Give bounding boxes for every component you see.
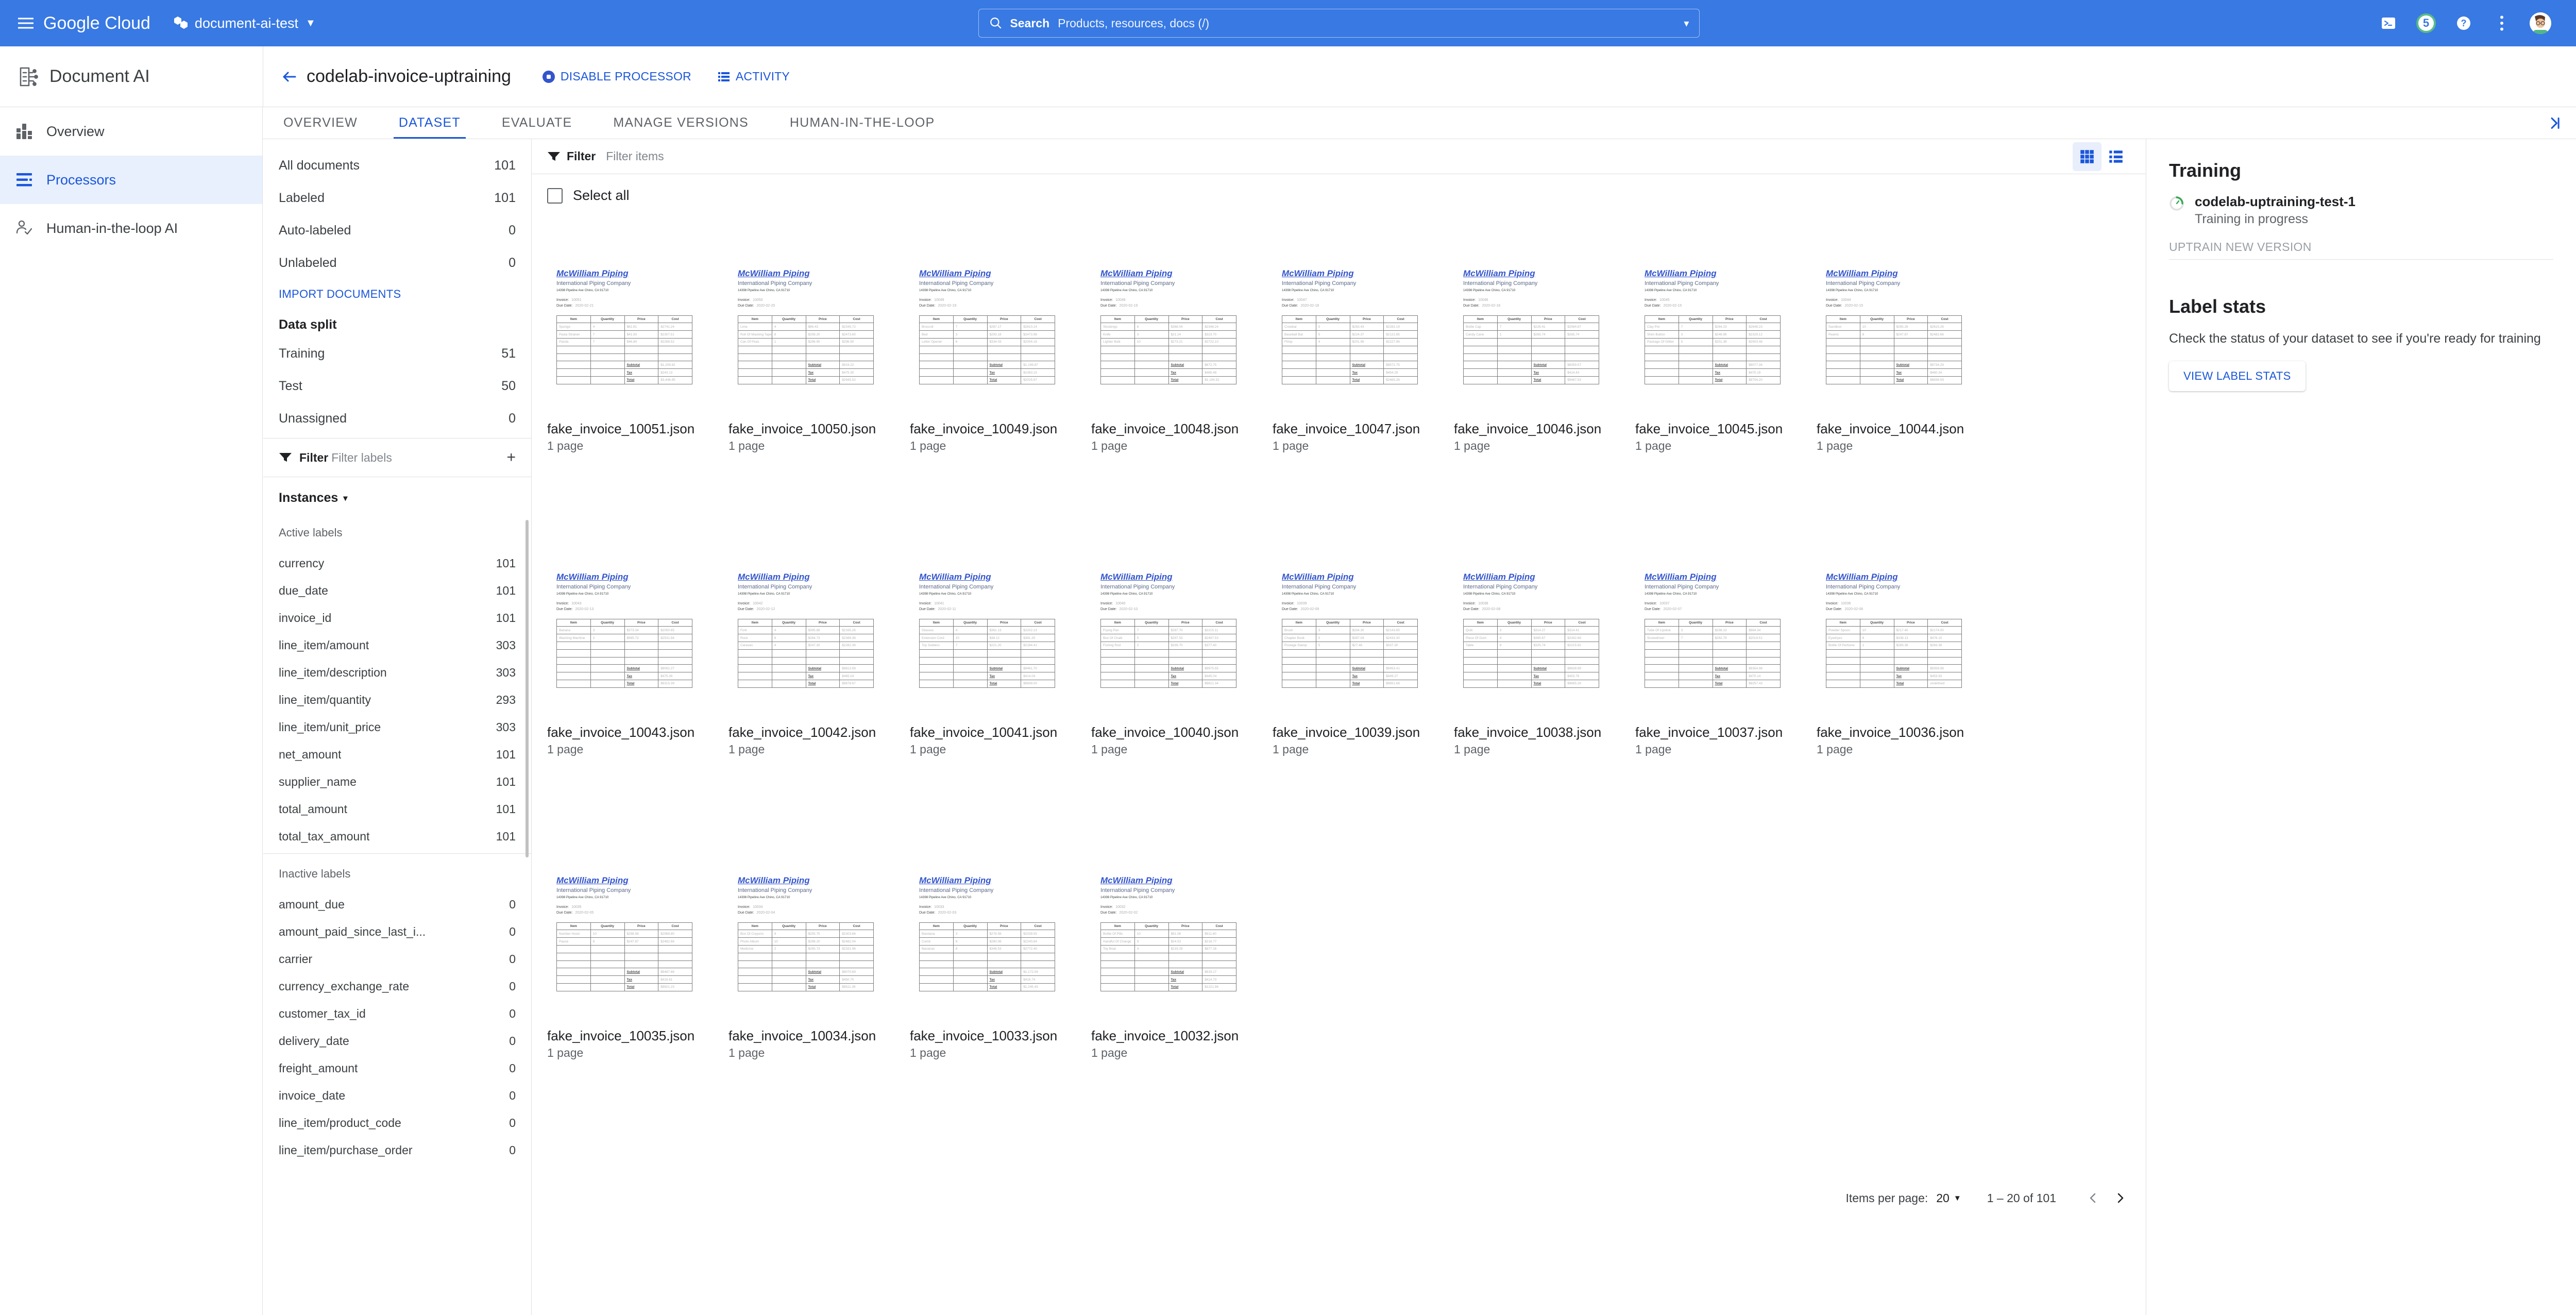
svg-text:?: ?	[2461, 18, 2467, 28]
